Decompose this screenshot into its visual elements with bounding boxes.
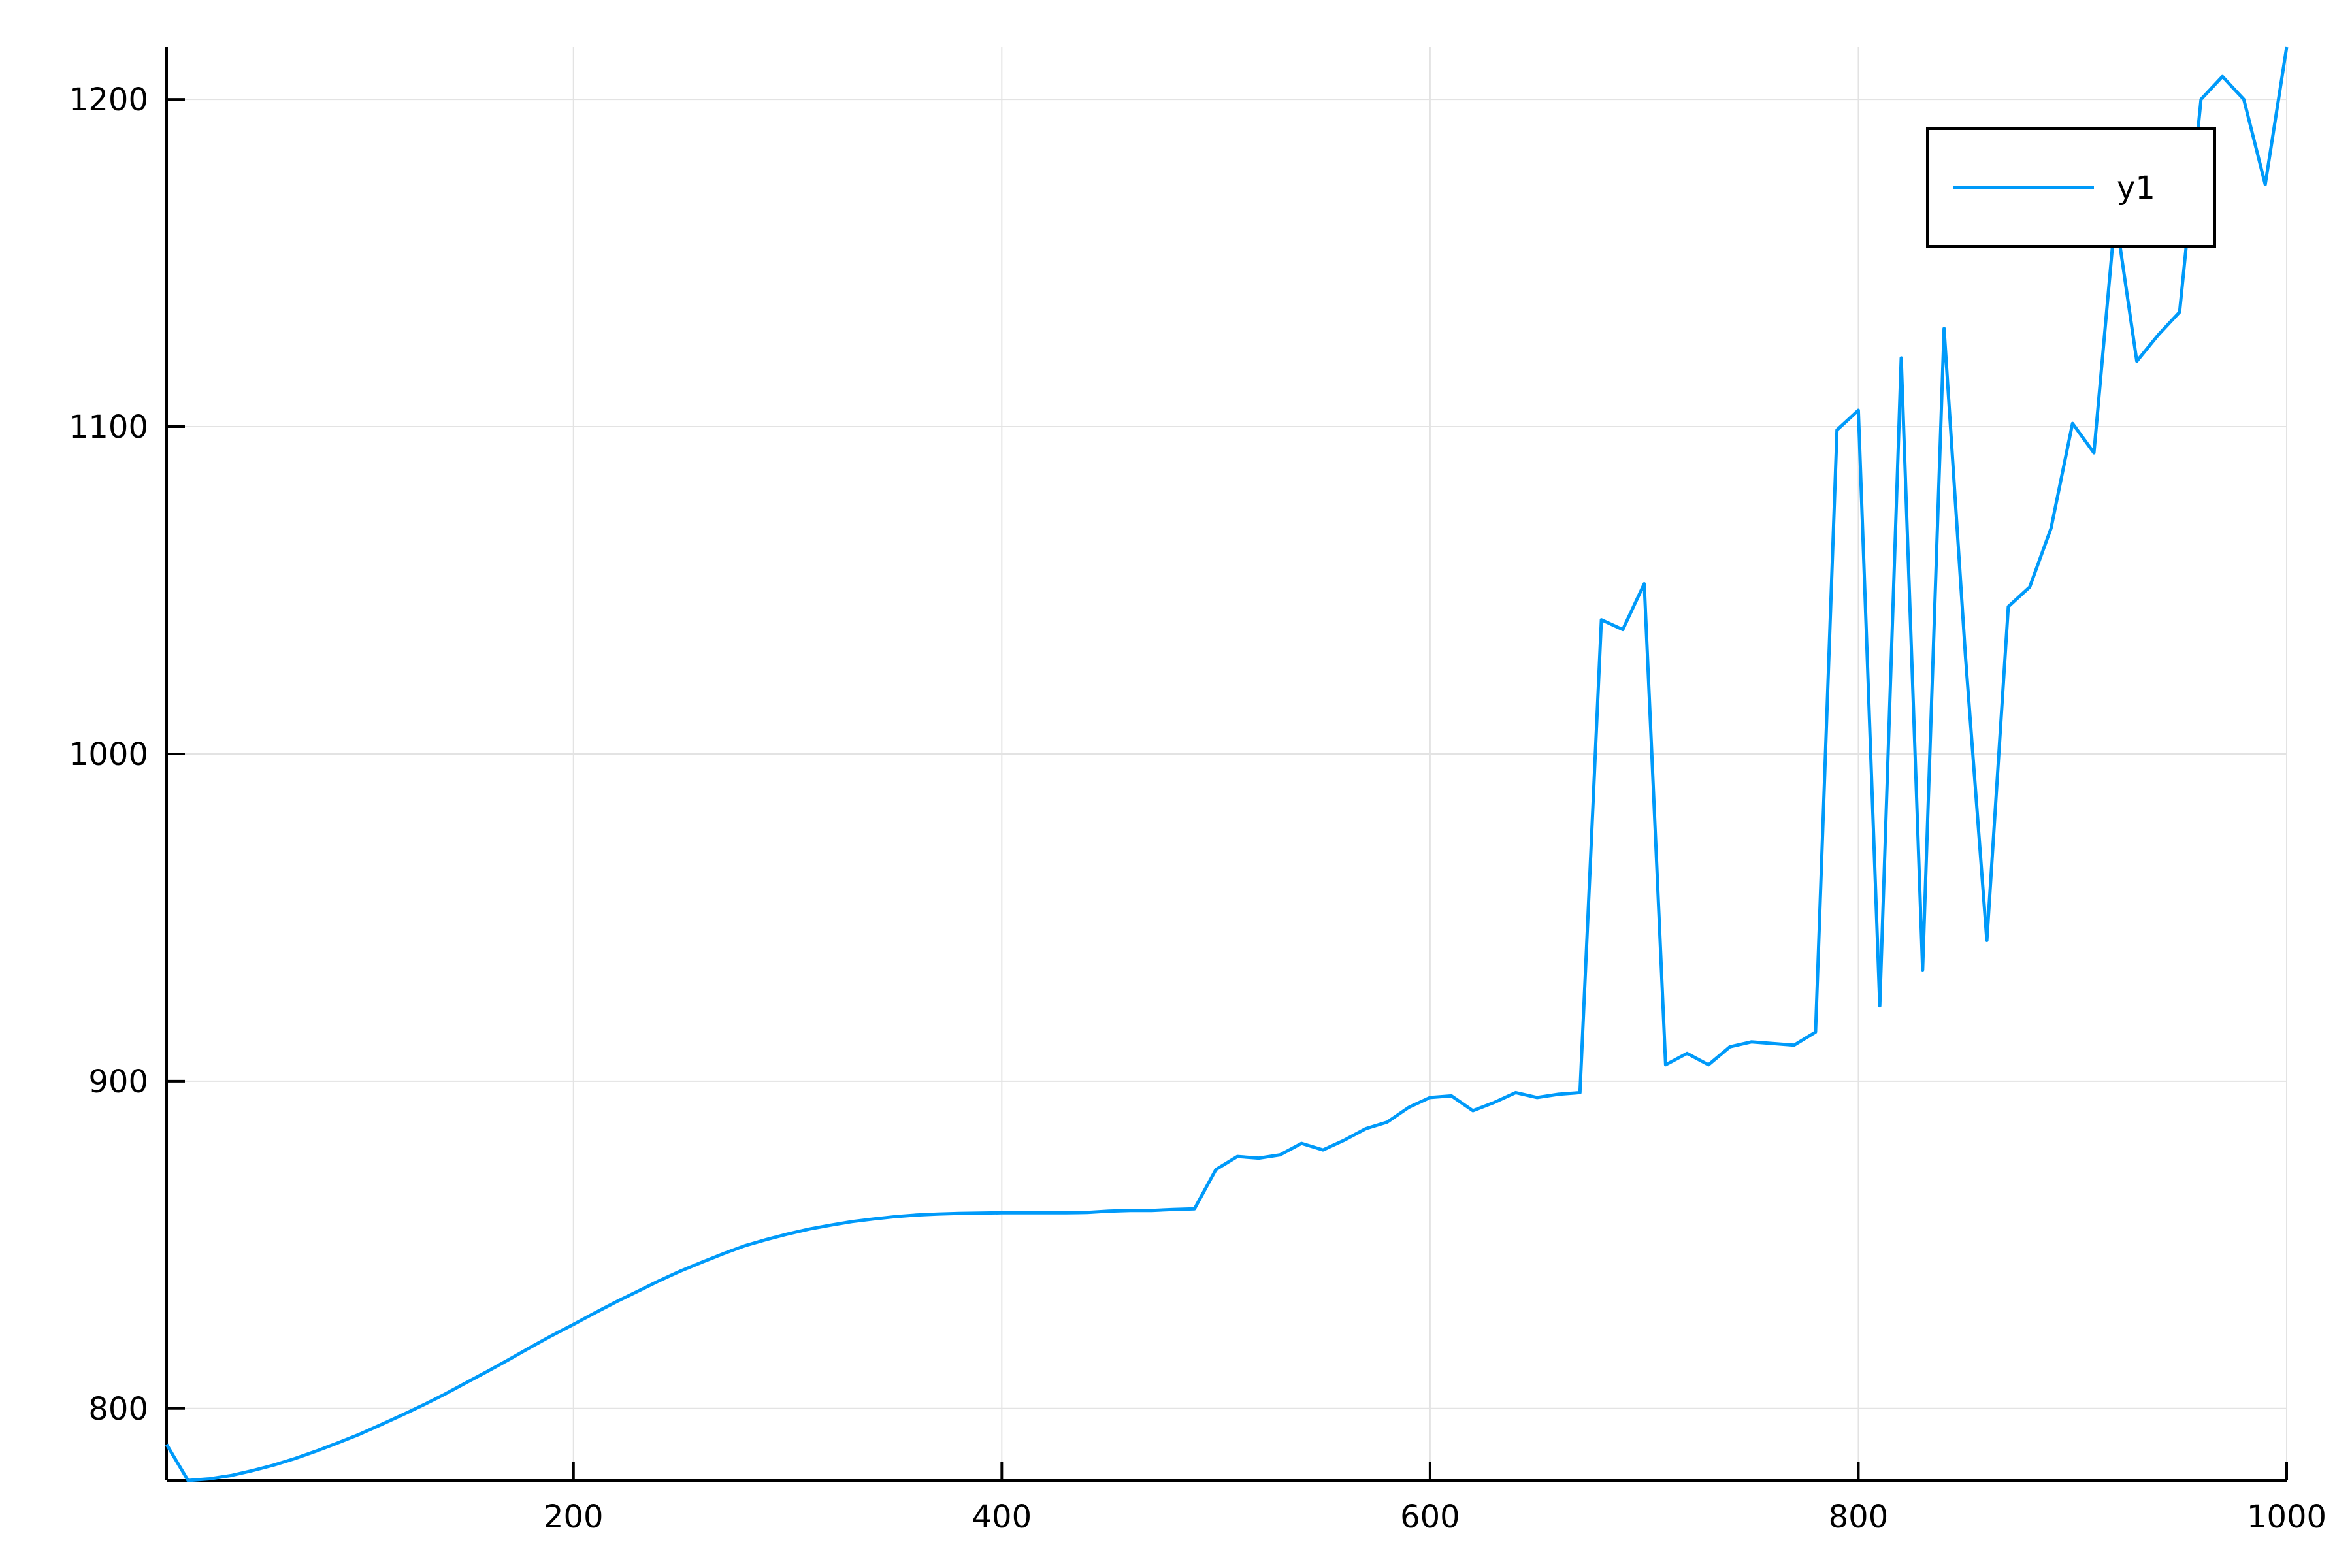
y-tick-label: 1100 xyxy=(69,409,148,446)
x-tick-label: 200 xyxy=(544,1499,604,1535)
x-tick-label: 400 xyxy=(972,1499,1032,1535)
grid xyxy=(167,47,2287,1480)
y-tick-label: 800 xyxy=(88,1391,148,1428)
legend: y1 xyxy=(1926,127,2216,248)
x-tick-label: 800 xyxy=(1829,1499,1889,1535)
x-tick-label: 600 xyxy=(1400,1499,1460,1535)
y-tick-label: 900 xyxy=(88,1064,148,1100)
series-layer xyxy=(165,46,2289,1482)
y-tick-label: 1000 xyxy=(69,736,148,773)
legend-label: y1 xyxy=(2117,170,2155,206)
axes: 200 400 600 800 1000 800 900 1000 1100 1200 xyxy=(69,47,2327,1535)
y-tick-label: 1200 xyxy=(69,82,148,118)
series-line-y1 xyxy=(165,46,2289,1482)
x-tick-label: 1000 xyxy=(2247,1499,2327,1535)
